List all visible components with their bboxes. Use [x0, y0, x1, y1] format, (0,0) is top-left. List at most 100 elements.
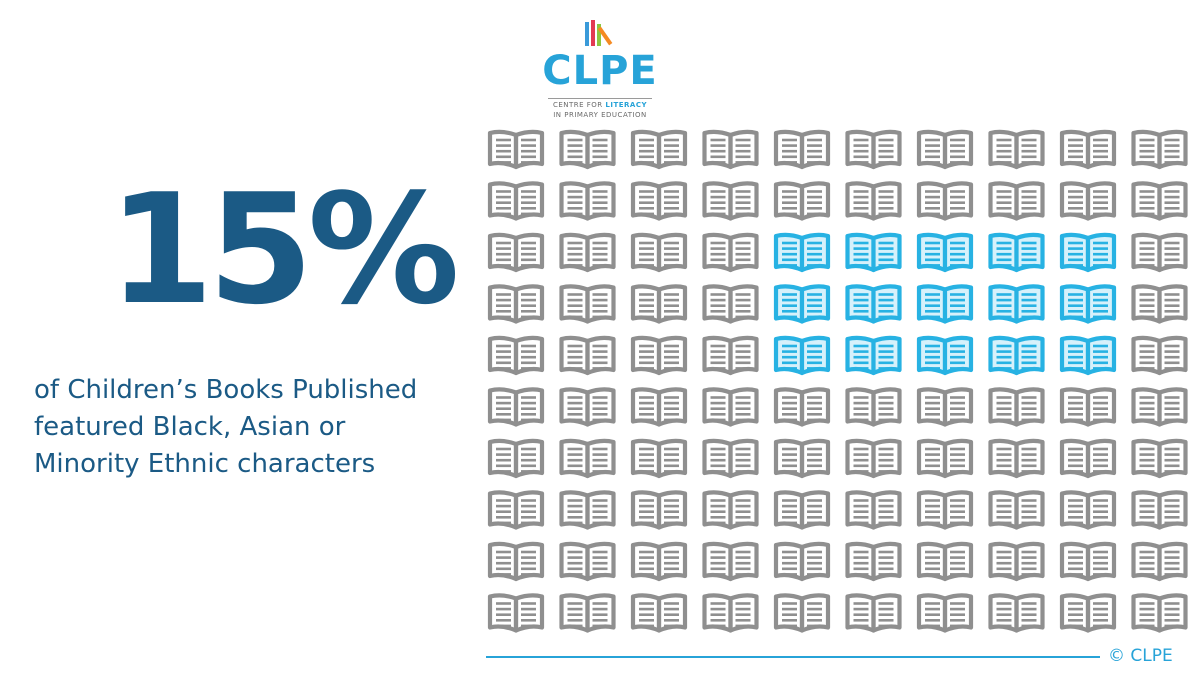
book-icon [845, 541, 902, 582]
book-icon [559, 335, 616, 376]
book-icon [988, 541, 1045, 582]
book-icon [702, 284, 759, 324]
book-icon [630, 593, 688, 633]
book-icon [773, 541, 831, 582]
book-icon [988, 490, 1045, 530]
book-icon [559, 232, 616, 273]
book-icon [845, 490, 902, 530]
book-icon [845, 438, 902, 479]
book-icon-highlighted [845, 232, 902, 273]
book-icon [702, 232, 759, 273]
book-icon-highlighted [845, 335, 902, 376]
book-icon-highlighted [916, 284, 974, 324]
book-icon [702, 490, 759, 530]
book-icon [702, 593, 759, 633]
book-icon [1131, 284, 1188, 324]
book-icon [487, 387, 545, 427]
book-icon-highlighted [1059, 284, 1117, 324]
book-icon [1131, 387, 1188, 427]
book-icon [630, 284, 688, 324]
book-pictogram-grid [487, 129, 1188, 633]
book-icon-highlighted [1059, 232, 1117, 273]
book-icon [630, 387, 688, 427]
logo-tagline-line2: IN PRIMARY EDUCATION [553, 111, 647, 119]
book-icon [630, 541, 688, 582]
book-icon-highlighted [988, 284, 1045, 324]
description-line-3: Minority Ethnic characters [34, 449, 376, 479]
book-icon [487, 541, 545, 582]
book-icon [988, 181, 1045, 221]
book-icon-highlighted [988, 335, 1045, 376]
book-icon [702, 181, 759, 221]
book-icon [630, 490, 688, 530]
book-icon [1131, 541, 1188, 582]
logo-tagline-line1: CENTRE FOR LITERACY [528, 101, 672, 110]
book-icon [559, 181, 616, 221]
book-icon [916, 541, 974, 582]
book-icon [845, 387, 902, 427]
book-icon [702, 129, 759, 170]
book-icon [1059, 593, 1117, 633]
book-icon [916, 490, 974, 530]
description-line-2: featured Black, Asian or [34, 412, 346, 442]
book-icon [773, 181, 831, 221]
book-icon [487, 593, 545, 633]
book-icon [1131, 438, 1188, 479]
book-icon [916, 129, 974, 170]
book-spines-icon [585, 20, 613, 46]
book-icon [1059, 387, 1117, 427]
book-icon [916, 181, 974, 221]
book-icon [487, 335, 545, 376]
book-icon [988, 438, 1045, 479]
book-icon [559, 490, 616, 530]
book-icon-highlighted [916, 232, 974, 273]
book-icon [702, 438, 759, 479]
book-icon-highlighted [773, 335, 831, 376]
book-icon [845, 181, 902, 221]
book-icon [916, 387, 974, 427]
copyright-label: © CLPE [1108, 646, 1173, 666]
book-icon [487, 129, 545, 170]
book-icon [1131, 129, 1188, 170]
footer-divider [486, 656, 1100, 658]
book-icon [773, 490, 831, 530]
book-icon [773, 438, 831, 479]
book-icon [487, 181, 545, 221]
book-icon [773, 129, 831, 170]
logo-tagline-prefix: CENTRE FOR [552, 101, 606, 109]
clpe-logo: CLPE CENTRE FOR LITERACY IN PRIMARY EDUC… [528, 14, 672, 122]
book-icon [916, 593, 974, 633]
book-icon-highlighted [1059, 335, 1117, 376]
book-icon [988, 593, 1045, 633]
book-icon-highlighted [773, 284, 831, 324]
book-icon [845, 593, 902, 633]
book-icon [559, 129, 616, 170]
logo-wordmark: CLPE [542, 48, 658, 94]
book-icon [1059, 129, 1117, 170]
book-icon [559, 387, 616, 427]
book-icon [487, 438, 545, 479]
book-icon [630, 181, 688, 221]
book-icon [1059, 541, 1117, 582]
book-icon [487, 232, 545, 273]
book-icon [702, 541, 759, 582]
logo-divider [548, 98, 652, 99]
book-icon [630, 129, 688, 170]
book-icon [559, 593, 616, 633]
headline-description: of Children’s Books Published featured B… [34, 372, 484, 483]
book-icon [559, 438, 616, 479]
book-icon [702, 335, 759, 376]
book-icon [702, 387, 759, 427]
book-icon-highlighted [916, 335, 974, 376]
book-icon [916, 438, 974, 479]
book-icon-highlighted [988, 232, 1045, 273]
book-icon [988, 129, 1045, 170]
book-icon [630, 335, 688, 376]
book-icon [630, 232, 688, 273]
book-icon-highlighted [773, 232, 831, 273]
book-icon [845, 129, 902, 170]
book-icon [1131, 232, 1188, 273]
book-icon [1131, 593, 1188, 633]
book-icon [1131, 181, 1188, 221]
book-icon [630, 438, 688, 479]
